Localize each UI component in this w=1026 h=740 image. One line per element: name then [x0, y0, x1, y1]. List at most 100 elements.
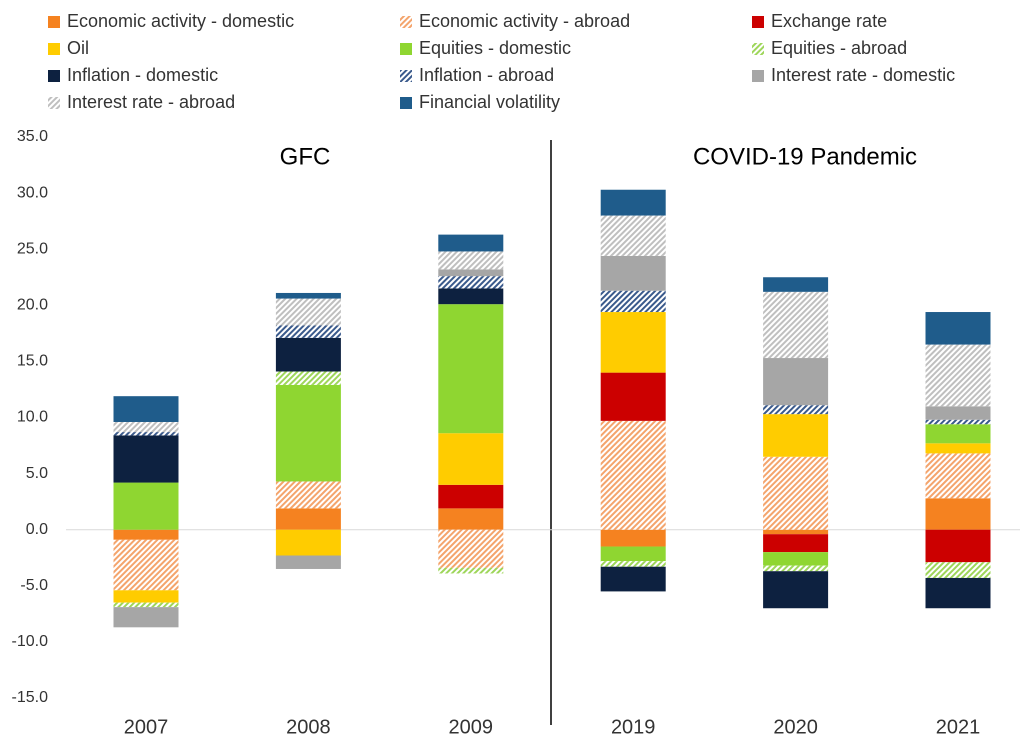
- y-tick-label: 5.0: [26, 465, 48, 482]
- bar-segment: [925, 498, 991, 530]
- bar-segment: [275, 298, 341, 326]
- bar-segment: [438, 288, 504, 305]
- y-tick-label: 30.0: [17, 184, 48, 201]
- legend-swatch: [752, 16, 764, 28]
- legend-swatch: [400, 43, 412, 55]
- bar-segment: [113, 432, 179, 436]
- bar-segment: [925, 443, 991, 454]
- bar-segment: [275, 529, 341, 556]
- bar-segment: [438, 269, 504, 277]
- legend-swatch: [48, 16, 60, 28]
- legend-swatch: [400, 16, 412, 28]
- legend-label: Inflation - abroad: [419, 65, 554, 85]
- bar-segment: [438, 433, 504, 485]
- legend-label: Economic activity - domestic: [67, 11, 294, 31]
- legend-label: Oil: [67, 38, 89, 58]
- bar-segment: [763, 414, 829, 457]
- bar-segment: [438, 234, 504, 252]
- bar-segment: [600, 189, 666, 216]
- bar-segment: [600, 372, 666, 421]
- bar-segment: [275, 481, 341, 509]
- bar-segment: [925, 424, 991, 444]
- bar-segment: [600, 255, 666, 291]
- bar-segment: [925, 562, 991, 578]
- bar-segment: [925, 453, 991, 499]
- legend-label: Equities - abroad: [771, 38, 907, 58]
- legend-swatch: [48, 70, 60, 82]
- bar-segment: [600, 546, 666, 562]
- x-tick-label: 2009: [449, 716, 494, 738]
- bar-segment: [438, 251, 504, 270]
- bar-segment: [925, 419, 991, 425]
- bar-segment: [763, 358, 829, 406]
- bar-segment: [438, 276, 504, 289]
- bar-segment: [763, 529, 829, 535]
- legend-swatch: [400, 70, 412, 82]
- legend-swatch: [400, 97, 412, 109]
- bar-segment: [113, 539, 179, 591]
- bar-segment: [438, 484, 504, 509]
- bar-segment: [275, 325, 341, 338]
- bar-segment: [438, 567, 504, 574]
- bar-segment: [275, 508, 341, 530]
- legend-label: Inflation - domestic: [67, 65, 218, 85]
- legend-swatch: [752, 43, 764, 55]
- legend-swatch: [752, 70, 764, 82]
- annotation: GFC: [280, 143, 331, 170]
- y-tick-label: -15.0: [12, 689, 49, 706]
- bar-segment: [438, 304, 504, 434]
- annotation: COVID-19 Pandemic: [693, 143, 917, 170]
- legend-label: Equities - domestic: [419, 38, 571, 58]
- bar-segment: [600, 561, 666, 567]
- x-tick-label: 2007: [124, 716, 169, 738]
- bar-segment: [438, 508, 504, 530]
- bar-segment: [925, 344, 991, 407]
- bar-segment: [600, 566, 666, 592]
- bar-segment: [600, 290, 666, 313]
- bar-segment: [763, 534, 829, 553]
- bar-segment: [113, 607, 179, 628]
- bar-segment: [113, 396, 179, 422]
- bar-segment: [600, 420, 666, 530]
- legend-label: Financial volatility: [419, 92, 560, 112]
- bar-segment: [763, 277, 829, 292]
- bar-segment: [925, 406, 991, 420]
- y-tick-label: -10.0: [12, 633, 49, 650]
- bar-segment: [600, 215, 666, 256]
- bar-segment: [113, 590, 179, 603]
- y-tick-label: 20.0: [17, 297, 48, 314]
- legend-label: Interest rate - abroad: [67, 92, 235, 112]
- bar-segment: [763, 552, 829, 566]
- bar-segment: [275, 292, 341, 299]
- legend-swatch: [48, 43, 60, 55]
- bar-segment: [275, 555, 341, 569]
- bar-segment: [600, 529, 666, 547]
- bar-segment: [763, 565, 829, 572]
- bar-segment: [763, 571, 829, 609]
- x-tick-label: 2021: [936, 716, 981, 738]
- y-tick-label: 15.0: [17, 353, 48, 370]
- bar-segment: [113, 421, 179, 433]
- x-tick-label: 2020: [773, 716, 818, 738]
- bar-segment: [113, 435, 179, 483]
- y-tick-label: -5.0: [20, 577, 48, 594]
- bar-segment: [763, 291, 829, 359]
- bar-segment: [925, 577, 991, 609]
- bar-segment: [763, 405, 829, 415]
- bar-segment: [113, 482, 179, 530]
- bar-segment: [438, 529, 504, 568]
- y-tick-label: 25.0: [17, 240, 48, 257]
- bar-segment: [925, 312, 991, 345]
- x-tick-label: 2008: [286, 716, 331, 738]
- x-tick-label: 2019: [611, 716, 656, 738]
- y-tick-label: 35.0: [17, 128, 48, 145]
- legend-label: Interest rate - domestic: [771, 65, 955, 85]
- bar-segment: [113, 529, 179, 540]
- bar-segment: [275, 337, 341, 372]
- legend-label: Exchange rate: [771, 11, 887, 31]
- bar-segment: [275, 384, 341, 482]
- bar-segment: [600, 312, 666, 373]
- bar-segment: [113, 602, 179, 608]
- bar-segment: [763, 456, 829, 530]
